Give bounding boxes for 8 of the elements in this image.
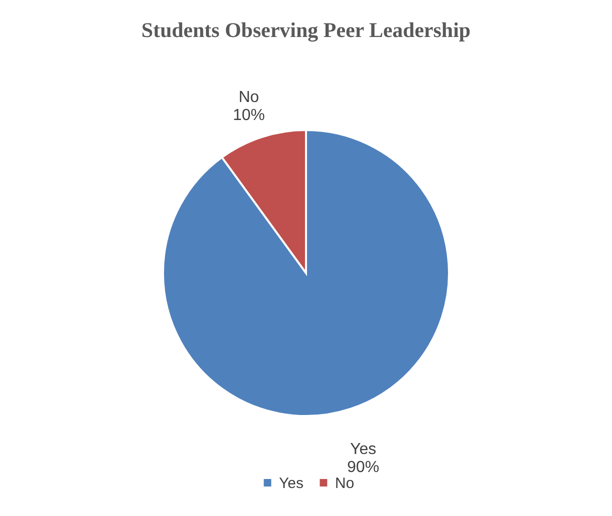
legend-label: No xyxy=(335,474,354,492)
slice-label: Yes xyxy=(350,440,376,458)
chart-title: Students Observing Peer Leadership xyxy=(141,18,471,42)
data-label: 10% xyxy=(232,107,265,124)
data-label: 90% xyxy=(347,458,380,476)
legend-label: Yes xyxy=(279,474,304,492)
slice-label: No xyxy=(238,89,260,106)
pie-slice xyxy=(162,129,450,417)
